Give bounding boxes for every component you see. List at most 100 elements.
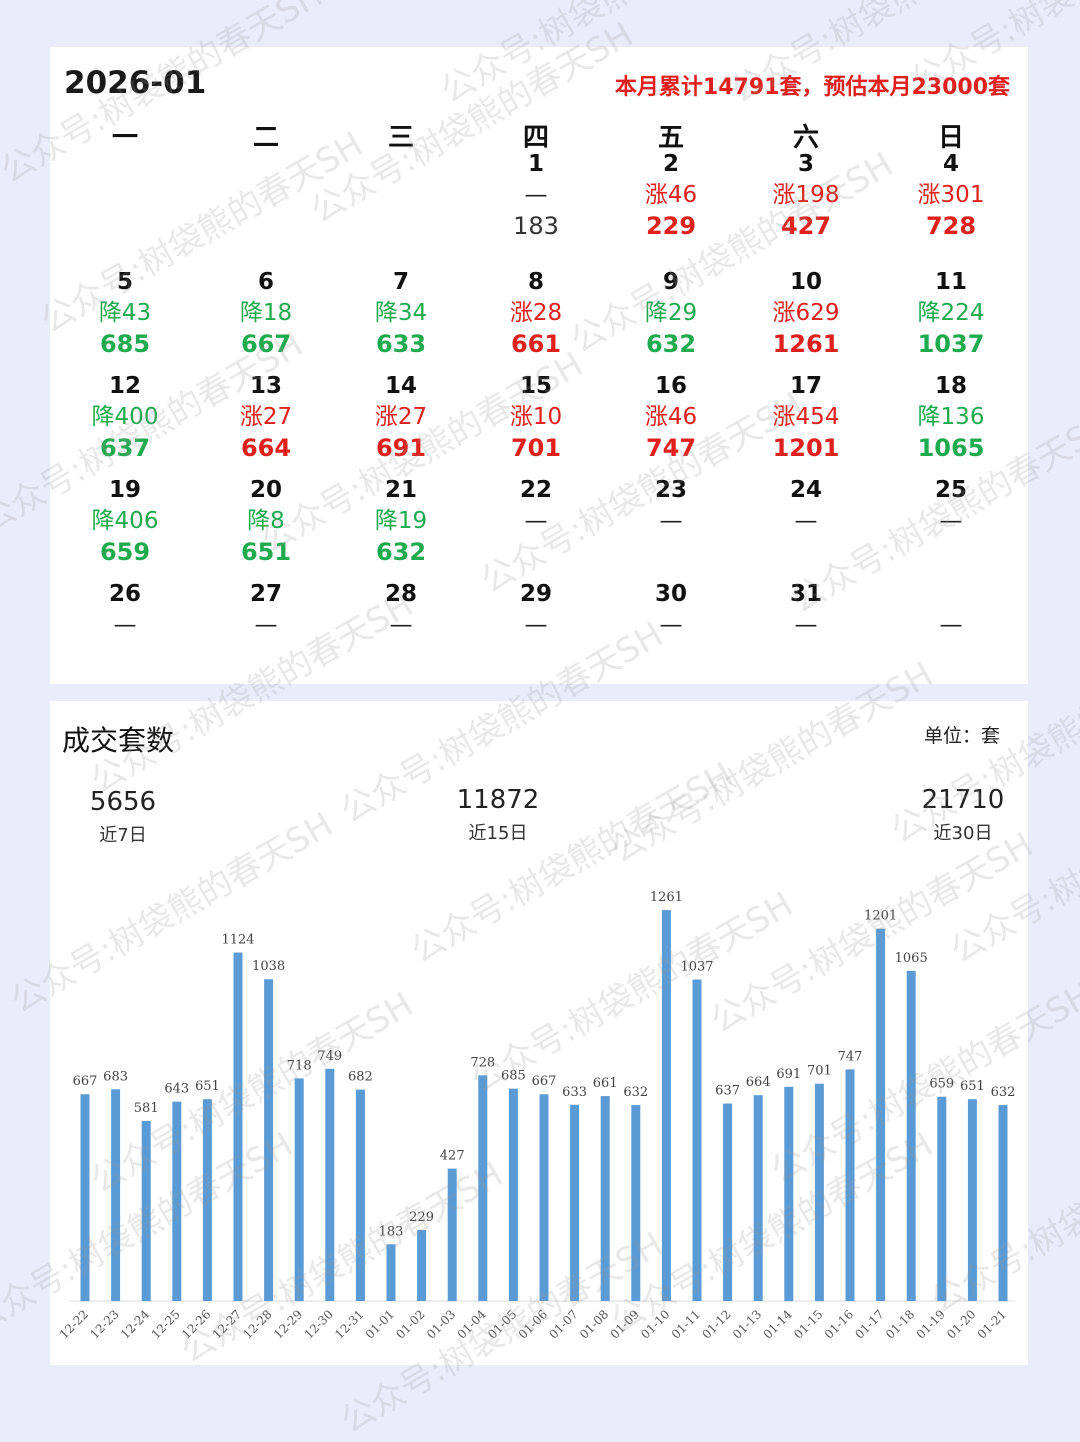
- day-change: 涨27: [239, 404, 293, 430]
- day-change: 涨10: [509, 404, 563, 430]
- data-label: 1038: [252, 959, 285, 974]
- bar: [325, 1068, 335, 1301]
- day-number: 10: [789, 269, 822, 295]
- x-tick-label: 12-29: [271, 1307, 305, 1341]
- calendar-day: 11 降224 1037: [891, 267, 1011, 359]
- day-change: —: [794, 508, 818, 534]
- bar: [386, 1244, 396, 1301]
- bar: [937, 1096, 947, 1301]
- calendar-day: 15 涨10 701: [476, 371, 596, 463]
- day-number: 4: [942, 151, 959, 177]
- day-number: 20: [249, 477, 282, 503]
- data-label: 667: [532, 1074, 557, 1089]
- bar: [631, 1105, 641, 1301]
- bar: [202, 1099, 212, 1301]
- day-number: 21: [384, 477, 417, 503]
- bar: [508, 1088, 518, 1301]
- bar: [264, 979, 274, 1301]
- month-summary: 本月累计14791套，预估本月23000套: [614, 75, 1010, 100]
- x-tick-label: 12-22: [57, 1307, 91, 1341]
- bar: [294, 1078, 304, 1301]
- stat-last7-label: 近7日: [99, 825, 147, 846]
- stat-last7: 5656 近7日: [70, 787, 176, 847]
- calendar-day: 18 降136 1065: [891, 371, 1011, 463]
- bar: [447, 1168, 457, 1301]
- bar: [692, 979, 702, 1301]
- day-total: 637: [99, 434, 151, 462]
- bar: [845, 1069, 855, 1301]
- x-tick-label: 01-07: [546, 1307, 580, 1341]
- day-total: 1201: [772, 434, 840, 462]
- day-change: 降29: [644, 300, 698, 326]
- calendar-day: 31 —: [746, 579, 866, 641]
- x-tick-label: 12-24: [118, 1307, 153, 1342]
- calendar-day: 2 涨46 229: [611, 149, 731, 241]
- bar: [723, 1103, 733, 1301]
- day-total: 747: [645, 434, 697, 462]
- day-number: 27: [249, 581, 282, 607]
- day-number: 2: [662, 151, 679, 177]
- day-change: 涨198: [772, 182, 840, 208]
- day-number: 24: [789, 477, 822, 503]
- data-label: 637: [715, 1084, 740, 1099]
- x-tick-label: 01-20: [944, 1307, 978, 1341]
- bar: [172, 1101, 182, 1301]
- calendar-day: 12 降400 637: [65, 371, 185, 463]
- data-label: 427: [440, 1149, 465, 1164]
- day-change: —: [524, 612, 548, 638]
- calendar-day: 6 降18 667: [206, 267, 326, 359]
- day-change: 降18: [239, 300, 293, 326]
- day-change: —: [254, 612, 278, 638]
- calendar-day: 1 — 183: [476, 149, 596, 241]
- data-label: 749: [317, 1049, 342, 1064]
- x-tick-label: 01-01: [363, 1307, 397, 1341]
- weekday-header: 二: [252, 123, 279, 153]
- data-label: 633: [562, 1085, 587, 1100]
- stat-last30: 21710 近30日: [905, 785, 1021, 845]
- data-label: 661: [593, 1076, 618, 1091]
- data-label: 1065: [895, 951, 928, 966]
- stat-last30-label: 近30日: [933, 823, 993, 844]
- x-tick-label: 01-21: [975, 1307, 1009, 1341]
- calendar-day: 19 降406 659: [65, 475, 185, 567]
- bar: [417, 1230, 427, 1301]
- x-tick-label: 01-04: [455, 1307, 490, 1342]
- x-tick-label: 01-17: [852, 1307, 886, 1341]
- bar: [876, 928, 886, 1301]
- data-label: 683: [103, 1069, 128, 1084]
- x-tick-label: 12-23: [87, 1307, 121, 1341]
- day-number: 28: [384, 581, 417, 607]
- bar: [478, 1075, 488, 1301]
- chart-title: 成交套数: [62, 724, 175, 757]
- data-label: 685: [501, 1069, 526, 1084]
- day-change: 涨454: [772, 404, 840, 430]
- calendar-day: 27 —: [206, 579, 326, 641]
- day-change: 降136: [917, 404, 985, 430]
- day-number: 3: [797, 151, 814, 177]
- calendar-day: 21 降19 632: [341, 475, 461, 567]
- data-label: 632: [623, 1085, 648, 1100]
- stat-last7-value: 5656: [89, 787, 157, 817]
- day-change: —: [659, 508, 683, 534]
- calendar-panel: 2026-01 本月累计14791套，预估本月23000套 一二三四五六日 1—1…: [50, 47, 1028, 684]
- data-label: 581: [134, 1101, 159, 1116]
- data-label: 718: [287, 1058, 312, 1073]
- day-total: 183: [513, 212, 559, 240]
- bar: [784, 1086, 794, 1301]
- chart-panel: 成交套数 单位：套 5656 近7日 11872 近15日 21710 近30日…: [50, 701, 1028, 1365]
- day-number: 7: [392, 269, 409, 295]
- day-number: 13: [249, 373, 282, 399]
- day-total: 1261: [772, 330, 840, 358]
- data-label: 728: [470, 1055, 495, 1070]
- data-label: 651: [195, 1079, 220, 1094]
- calendar-day: 7 降34 633: [341, 267, 461, 359]
- weekday-header: 日: [937, 123, 964, 153]
- bar: [600, 1096, 610, 1301]
- bar: [570, 1104, 580, 1301]
- day-total: 632: [645, 330, 697, 358]
- day-total: 728: [925, 212, 977, 240]
- day-number: 23: [654, 477, 687, 503]
- bar-chart: 667 12-22 683 12-23 581 12-24 643 12-25 651 12-26…: [57, 890, 1016, 1342]
- day-change: —: [524, 182, 548, 208]
- day-number: 14: [384, 373, 417, 399]
